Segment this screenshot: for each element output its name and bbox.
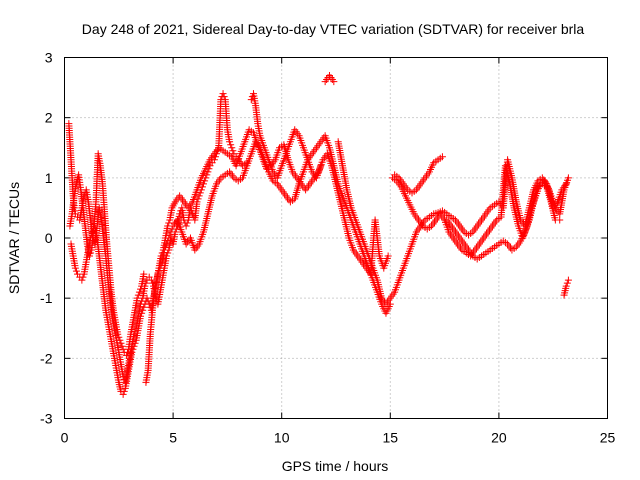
data-point-marker	[142, 279, 150, 287]
data-point-marker	[220, 93, 228, 101]
plot-frame	[64, 57, 608, 419]
chart-title: Day 248 of 2021, Sidereal Day-to-day VTE…	[82, 21, 585, 37]
data-point-marker	[562, 180, 570, 188]
data-point-marker	[563, 279, 571, 287]
data-point-marker	[168, 225, 176, 233]
x-tick-label: 5	[169, 430, 177, 446]
data-point-marker	[116, 336, 124, 344]
data-point-marker	[562, 282, 570, 290]
data-point-marker	[130, 342, 138, 350]
data-point-marker	[183, 219, 191, 227]
data-point-marker	[71, 264, 79, 272]
grid-layer	[64, 57, 608, 419]
x-tick-label: 20	[491, 430, 507, 446]
data-point-marker	[247, 96, 255, 104]
tick-layer: 0 5 10 15 20 25 -3 -2 -1 0 1 2 3	[40, 50, 615, 446]
data-point-marker	[114, 330, 122, 338]
data-point-marker	[195, 192, 203, 200]
data-point-marker	[137, 312, 145, 320]
y-tick-label: 2	[45, 110, 53, 126]
data-point-marker	[165, 219, 173, 227]
data-point-marker	[140, 303, 148, 311]
data-point-marker	[122, 351, 130, 359]
data-point-marker	[157, 252, 165, 260]
x-tick-label: 10	[274, 430, 290, 446]
y-tick-label: -1	[40, 290, 53, 306]
data-point-marker	[226, 138, 234, 146]
data-point-marker	[556, 216, 564, 224]
data-point-marker	[145, 300, 153, 308]
data-point-marker	[198, 183, 206, 191]
data-point-marker	[158, 249, 166, 257]
data-point-marker	[90, 237, 98, 245]
data-point-marker	[203, 171, 211, 179]
y-tick-label: -3	[40, 411, 53, 427]
data-point-marker	[85, 252, 93, 260]
data-point-marker	[134, 291, 142, 299]
data-point-marker	[194, 195, 202, 203]
data-point-marker	[384, 252, 392, 260]
data-point-marker	[79, 273, 87, 281]
data-point-marker	[131, 339, 139, 347]
data-point-marker	[182, 222, 190, 230]
data-point-marker	[135, 288, 143, 296]
y-tick-label: 1	[45, 170, 53, 186]
x-axis-label: GPS time / hours	[282, 458, 389, 474]
y-tick-label: 0	[45, 230, 53, 246]
data-point-marker	[148, 279, 156, 287]
data-point-marker	[200, 180, 208, 188]
data-point-marker	[228, 144, 236, 152]
data-point-marker	[564, 174, 572, 182]
data-point-marker	[137, 285, 145, 293]
x-tick-label: 25	[600, 430, 616, 446]
data-layer	[65, 72, 572, 398]
y-tick-label: 3	[45, 50, 53, 66]
data-point-marker	[386, 300, 394, 308]
x-tick-label: 15	[383, 430, 399, 446]
data-point-marker	[201, 177, 209, 185]
data-point-marker	[190, 213, 198, 221]
data-point-marker	[115, 333, 123, 341]
series-track-c	[66, 126, 570, 386]
data-point-marker	[143, 294, 151, 302]
data-point-marker	[164, 222, 172, 230]
data-point-marker	[87, 249, 95, 257]
data-point-marker	[138, 309, 146, 317]
data-point-marker	[219, 90, 227, 98]
data-point-marker	[438, 153, 446, 161]
data-point-marker	[120, 387, 128, 395]
data-point-marker	[227, 141, 235, 149]
data-point-marker	[140, 270, 148, 278]
data-point-marker	[133, 294, 141, 302]
data-point-marker	[229, 147, 237, 155]
data-point-marker	[70, 204, 78, 212]
data-point-marker	[119, 390, 127, 398]
data-point-marker	[166, 231, 174, 239]
data-point-marker	[117, 339, 125, 347]
data-point-marker	[564, 276, 572, 284]
data-point-marker	[330, 78, 338, 86]
data-point-marker	[167, 228, 175, 236]
data-point-marker	[123, 348, 131, 356]
y-axis-label: SDTVAR / TECUs	[6, 182, 22, 294]
data-point-marker	[72, 267, 80, 275]
data-point-marker	[196, 189, 204, 197]
x-tick-label: 0	[61, 430, 69, 446]
data-point-marker	[118, 342, 126, 350]
data-point-marker	[139, 306, 147, 314]
y-tick-label: -2	[40, 350, 53, 366]
data-point-marker	[176, 210, 184, 218]
data-point-marker	[78, 276, 86, 284]
